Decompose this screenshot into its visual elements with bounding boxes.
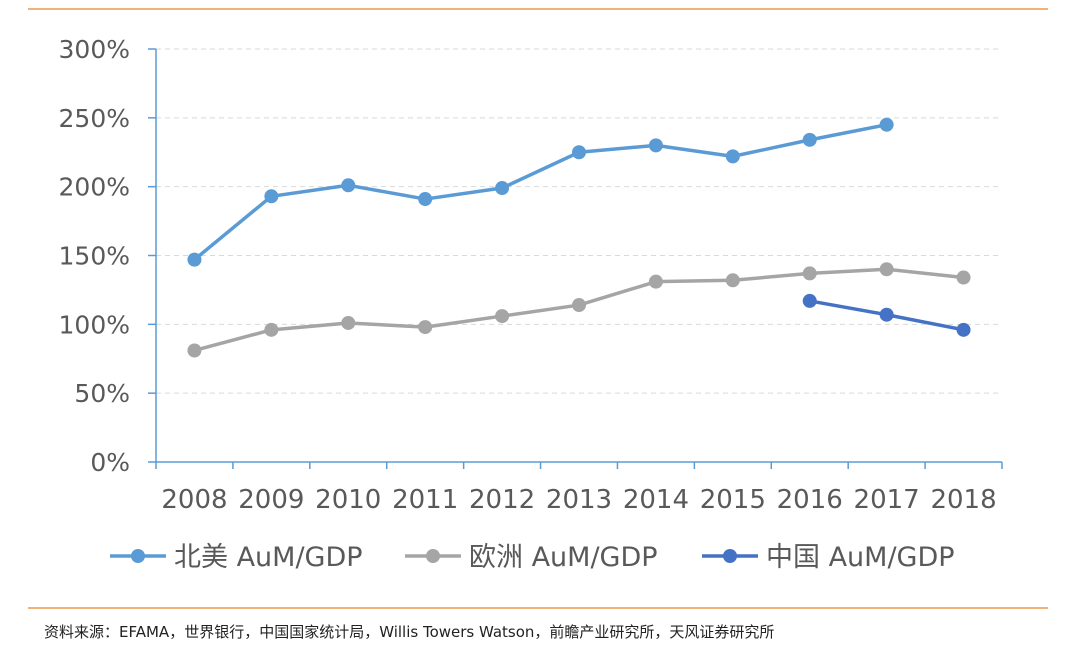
- y-tick-label: 50%: [74, 379, 130, 408]
- gridlines: [156, 48, 1002, 394]
- x-tick-label: 2009: [238, 485, 304, 515]
- series-1: [187, 262, 971, 358]
- series-0: [187, 117, 894, 267]
- series-line: [193, 122, 887, 261]
- data-point: [418, 192, 433, 207]
- legend-label: 北美 AuM/GDP: [174, 542, 363, 573]
- x-tick-label: 2012: [469, 485, 535, 515]
- axes: 0% 50% 100% 150% 200% 250% 300% 2008 2009 2010 201…: [59, 35, 1003, 515]
- y-tick-label: 0%: [90, 448, 130, 477]
- data-point: [725, 149, 740, 164]
- y-tick-label: 250%: [59, 104, 130, 133]
- data-point: [879, 307, 894, 322]
- x-tick-label: 2011: [392, 485, 458, 515]
- data-point: [648, 274, 663, 289]
- data-point: [187, 343, 202, 358]
- data-point: [956, 270, 971, 285]
- x-tick-label: 2014: [623, 485, 689, 515]
- data-point: [956, 322, 971, 337]
- y-tick-label: 200%: [59, 173, 130, 202]
- bottom-rule: [28, 607, 1048, 609]
- legend-marker: [131, 549, 145, 563]
- data-point: [341, 178, 356, 193]
- source-note: 资料来源：EFAMA，世界银行，中国国家统计局，Willis Towers Wa…: [44, 623, 775, 641]
- y-tick-label: 150%: [59, 242, 130, 271]
- x-tick-label: 2015: [700, 485, 766, 515]
- series: [187, 117, 971, 358]
- series-2: [802, 293, 971, 337]
- legend-item: 欧洲 AuM/GDP: [405, 542, 658, 573]
- data-point: [341, 315, 356, 330]
- data-point: [495, 309, 510, 324]
- x-tick-label: 2016: [777, 485, 843, 515]
- legend-label: 中国 AuM/GDP: [766, 542, 955, 573]
- legend: 北美 AuM/GDP 欧洲 AuM/GDP 中国 AuM/GDP: [110, 542, 955, 573]
- data-point: [418, 320, 433, 335]
- x-tick-label: 2018: [930, 485, 996, 515]
- x-tick-label: 2008: [161, 485, 227, 515]
- data-point: [879, 117, 894, 132]
- y-tick-label: 100%: [59, 310, 130, 339]
- data-point: [802, 266, 817, 281]
- data-point: [879, 262, 894, 277]
- legend-marker: [426, 549, 440, 563]
- data-point: [572, 298, 586, 313]
- legend-marker: [723, 549, 737, 563]
- data-point: [802, 293, 817, 308]
- x-tick-label: 2017: [854, 485, 920, 515]
- data-point: [264, 322, 279, 337]
- top-rule: [28, 8, 1048, 10]
- line-chart: 0% 50% 100% 150% 200% 250% 300% 2008 2009 2010 201…: [59, 35, 1003, 573]
- data-point: [725, 273, 740, 288]
- legend-label: 欧洲 AuM/GDP: [469, 542, 658, 573]
- legend-item: 北美 AuM/GDP: [110, 542, 363, 573]
- data-point: [648, 138, 663, 153]
- data-point: [802, 132, 817, 147]
- data-point: [187, 252, 202, 267]
- x-tick-label: 2013: [546, 485, 612, 515]
- legend-item: 中国 AuM/GDP: [702, 542, 955, 573]
- y-tick-label: 300%: [59, 35, 130, 64]
- data-point: [495, 181, 510, 196]
- data-point: [572, 145, 586, 160]
- x-tick-label: 2010: [315, 485, 381, 515]
- data-point: [264, 189, 279, 204]
